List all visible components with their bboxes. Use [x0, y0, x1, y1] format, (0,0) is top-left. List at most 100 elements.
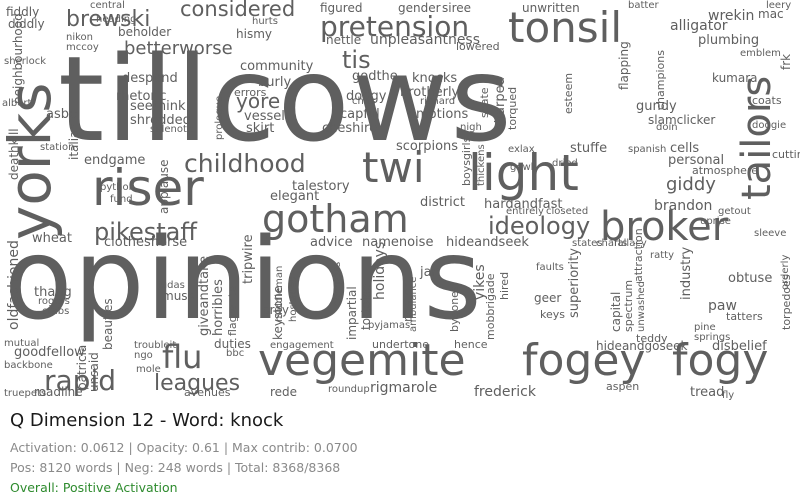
cloud-word: tis: [342, 46, 371, 74]
cloud-word: despond: [122, 71, 178, 86]
cloud-word: spanish: [628, 144, 666, 155]
cloud-word: fogy: [672, 335, 768, 386]
cloud-word: thickens: [476, 144, 487, 186]
cloud-word: doin: [656, 122, 678, 133]
cloud-word: personal: [668, 153, 724, 168]
cloud-word: fly: [722, 390, 734, 401]
cloud-word: namenoise: [362, 235, 433, 250]
cloud-word: diddly: [8, 17, 45, 31]
counts-line: Pos: 8120 words | Neg: 248 words | Total…: [10, 460, 341, 475]
cloud-word: states: [572, 238, 603, 249]
cloud-word: uprise: [700, 216, 731, 227]
cloud-word: brotherly: [400, 85, 460, 100]
cloud-word: batter: [628, 0, 659, 11]
cloud-word: skirt: [246, 121, 274, 136]
cloud-word: advice: [310, 235, 353, 250]
cloud-word: closeted: [546, 206, 588, 217]
cloud-word: roadline: [34, 385, 83, 399]
cloud-word: oldfashioned: [6, 240, 22, 330]
cloud-word: yikes: [472, 264, 488, 300]
cloud-word: judas: [157, 280, 185, 291]
cloud-word: crabs: [42, 306, 69, 317]
cloud-word: knocks: [412, 71, 457, 86]
cloud-word: figured: [320, 1, 362, 15]
cloud-word: richard: [420, 96, 455, 107]
cloud-word: compass: [332, 262, 343, 306]
cloud-word: industry: [679, 246, 694, 300]
cloud-word: scorpions: [396, 139, 458, 154]
cloud-word: slamclicker: [648, 113, 715, 127]
cloud-word: ambulance: [408, 277, 419, 332]
cloud-word: neighbourhood: [11, 13, 25, 104]
cloud-word: applause: [157, 159, 171, 214]
cloud-word: fallacy: [614, 238, 647, 249]
cloud-word: tatters: [726, 310, 763, 323]
cloud-word: childhood: [184, 149, 306, 178]
cloud-word: rigmarole: [370, 380, 437, 396]
cloud-word: endgame: [84, 153, 145, 168]
cloud-word: obtuse: [728, 271, 772, 286]
cloud-word: riser: [92, 159, 204, 217]
cloud-word: avenues: [184, 386, 231, 399]
cloud-word: horribles: [211, 279, 226, 336]
cloud-word: goodfellow: [14, 345, 85, 360]
cloud-word: leagues: [154, 371, 240, 396]
cloud-word: burly: [258, 75, 291, 90]
cloud-word: dodgy: [346, 89, 387, 104]
cloud-word: champions: [654, 50, 667, 110]
cloud-word: doggie: [752, 120, 786, 131]
cloud-word: mole: [136, 364, 161, 375]
cloud-word: hideandgoseek: [596, 339, 687, 353]
cloud-word: backbone: [4, 360, 53, 371]
cloud-word: cells: [670, 141, 699, 156]
cloud-word: yore: [236, 89, 280, 113]
cloud-word: leery: [766, 0, 791, 11]
cloud-word: aspen: [606, 380, 639, 393]
cloud-word: superiority: [567, 248, 582, 318]
cloud-word: bbc: [226, 348, 244, 359]
cloud-word: heading: [96, 14, 136, 25]
cloud-word: godthe: [352, 69, 398, 84]
cloud-word: station: [40, 142, 74, 153]
cloud-word: beholder: [118, 25, 171, 39]
cloud-word: troubleit: [134, 340, 176, 351]
cloud-word: charts: [596, 238, 627, 249]
cloud-word: gundy: [636, 99, 677, 114]
cloud-word: gender: [398, 1, 441, 15]
cloud-word: impartial: [345, 286, 359, 340]
cloud-word: wrekin: [708, 8, 754, 24]
cloud-word: elegant: [270, 189, 319, 204]
cloud-word: tread: [690, 385, 724, 400]
cloud-word: flagrante: [226, 286, 239, 336]
cloud-word: mac: [758, 7, 784, 21]
cloud-word: roundup: [328, 384, 370, 395]
cloud-word: tripwire: [241, 234, 256, 284]
cloud-word: community: [240, 59, 314, 74]
cloud-word: tillcows: [58, 30, 514, 168]
cloud-word: vessel: [244, 109, 285, 124]
cloud-word: thang: [34, 285, 72, 300]
cloud-word: bygones: [448, 285, 461, 332]
cloud-word: central: [90, 0, 125, 11]
cloud-word: hideandseek: [446, 235, 529, 250]
cloud-word: python: [100, 182, 135, 193]
cloud-word: italian: [67, 123, 81, 160]
cloud-word: boysgirls: [460, 136, 473, 186]
cloud-word: emotions: [408, 107, 469, 122]
cloud-word: siree: [442, 1, 471, 15]
cloud-word: seethink: [130, 99, 186, 114]
cloud-word: gotham: [262, 197, 409, 241]
cloud-word: hurts: [252, 16, 278, 27]
cloud-word: flapping: [617, 41, 631, 90]
cloud-word: paw: [708, 298, 737, 314]
cloud-word: sharped: [493, 77, 508, 130]
stats-line: Activation: 0.0612 | Opacity: 0.61 | Max…: [10, 440, 358, 455]
cloud-word: torqued: [506, 87, 519, 130]
cloud-word: engagement: [270, 340, 334, 351]
cloud-word: esteem: [562, 73, 575, 114]
cloud-word: spectrum: [622, 280, 635, 332]
cloud-word: tailors: [734, 76, 780, 200]
cloud-word: chits: [352, 96, 376, 107]
cloud-word: plumbing: [698, 33, 759, 48]
cloud-word: wheat: [32, 231, 72, 246]
